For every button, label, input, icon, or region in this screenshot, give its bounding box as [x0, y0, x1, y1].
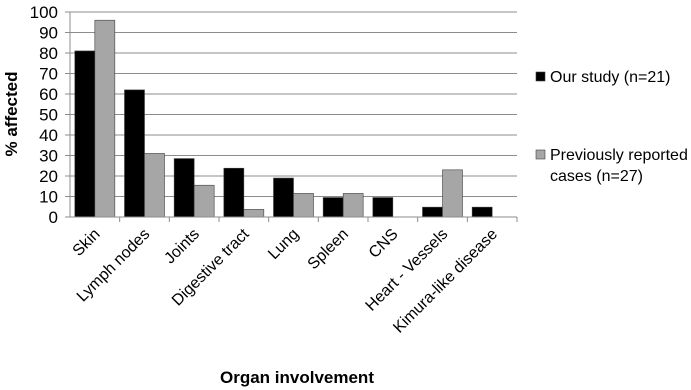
y-tick-label: 100: [30, 3, 58, 22]
bars: [74, 19, 493, 218]
y-axis-title: % affected: [2, 71, 21, 156]
y-tick-label: 20: [39, 167, 58, 186]
axes: [69, 12, 517, 218]
bar-previously-reported-5: [342, 193, 364, 218]
bar-previously-reported-3: [243, 209, 265, 218]
y-tick-label: 10: [39, 188, 58, 207]
bar-our-study-7: [422, 206, 443, 218]
y-tick-label: 60: [39, 85, 58, 104]
bar-previously-reported-0: [94, 19, 116, 218]
x-tick-label: Joints: [161, 226, 203, 268]
bar-previously-reported-7: [442, 169, 463, 218]
y-tick-label: 70: [39, 65, 58, 84]
bar-our-study-4: [273, 177, 294, 218]
bar-our-study-3: [223, 167, 245, 218]
bar-our-study-2: [173, 158, 195, 218]
bar-previously-reported-2: [193, 184, 215, 218]
y-tick-label: 40: [39, 126, 58, 145]
legend-swatch-previously-reported: [535, 149, 546, 160]
bar-our-study-8: [471, 206, 493, 218]
bar-our-study-6: [372, 197, 394, 218]
bar-previously-reported-4: [293, 193, 314, 218]
x-tick-label: CNS: [366, 226, 402, 262]
x-axis-title: Organ involvement: [220, 368, 374, 387]
legend-label-our-study: Our study (n=21): [550, 69, 671, 86]
bar-our-study-5: [322, 197, 344, 218]
y-tick-label: 80: [39, 44, 58, 63]
bar-previously-reported-1: [144, 153, 165, 218]
x-tick-label: Spleen: [305, 226, 352, 273]
x-tick-label: Skin: [70, 226, 104, 260]
bar-our-study-0: [74, 50, 96, 218]
y-tick-label: 50: [39, 106, 58, 125]
y-tick-label: 0: [49, 208, 58, 227]
y-tick-label: 30: [39, 147, 58, 166]
legend: Our study (n=21) Previously reported cases…: [535, 69, 688, 185]
bar-our-study-1: [124, 89, 145, 218]
legend-label-previously-reported-line: cases (n=27): [550, 168, 643, 185]
legend-swatch-our-study: [535, 71, 546, 82]
legend-label-previously-reported-line: Previously reported: [550, 147, 688, 164]
x-tick-label: Lung: [265, 226, 302, 263]
y-tick-label: 90: [39, 24, 58, 43]
